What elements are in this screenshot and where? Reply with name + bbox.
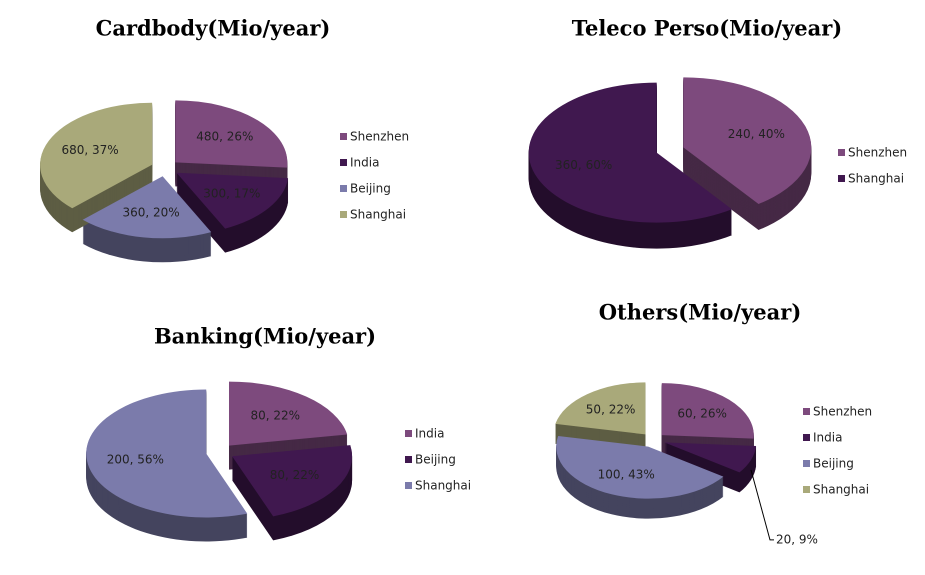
legend-label: Shanghai [813,483,869,497]
legend-swatch [838,175,845,182]
data-label: 360, 60% [555,158,612,172]
chart-title: Others(Mio/year) [599,300,802,325]
legend-label: India [813,431,842,445]
legend-label: Shenzhen [813,405,872,419]
legend-swatch [340,211,347,218]
legend-swatch [340,185,347,192]
legend-swatch [803,460,810,467]
legend-swatch [340,133,347,140]
pie-slice [683,77,812,205]
legend-swatch [405,456,412,463]
data-label: 680, 37% [62,143,119,157]
pie-slice [176,172,289,229]
pie-slice [86,389,248,518]
legend-label: Beijing [813,457,854,471]
legend-label: Shanghai [848,172,904,186]
legend-label: India [350,156,379,170]
pie-slice [40,102,153,209]
legend-swatch [803,434,810,441]
pie-slice [664,442,757,473]
data-label: 480, 26% [196,130,253,144]
legend-swatch [340,159,347,166]
legend-label: Shanghai [350,208,406,222]
chart-title: Banking(Mio/year) [154,324,376,349]
leader-line [750,469,774,541]
pie-slice [82,176,212,239]
data-label: 200, 56% [107,453,164,467]
data-label: 100, 43% [598,468,655,482]
data-label: 300, 17% [203,186,260,200]
legend-label: Beijing [415,453,456,467]
pie-slice [555,382,646,435]
pie-slice [175,100,288,168]
legend-swatch [405,482,412,489]
legend-label: Shenzhen [848,146,907,160]
chart-title: Cardbody(Mio/year) [96,16,331,41]
legend-label: India [415,427,444,441]
legend-label: Beijing [350,182,391,196]
data-label: 50, 22% [586,403,636,417]
legend-swatch [803,486,810,493]
pie-slice [661,383,754,439]
legend-label: Shenzhen [350,130,409,144]
data-label: 360, 20% [122,205,179,219]
pie-slice [528,82,732,223]
legend-swatch [803,408,810,415]
legend-label: Shanghai [415,479,471,493]
data-label: 240, 40% [728,127,785,141]
data-label: 80, 22% [270,468,320,482]
chart-title: Teleco Perso(Mio/year) [572,16,843,41]
pie-slice [228,381,348,446]
legend-swatch [405,430,412,437]
data-label: 20, 9% [776,532,818,546]
pie-slice [232,445,353,517]
data-label: 80, 22% [250,409,300,423]
data-label: 60, 26% [677,406,727,420]
legend-swatch [838,149,845,156]
pie-slice [556,436,724,499]
